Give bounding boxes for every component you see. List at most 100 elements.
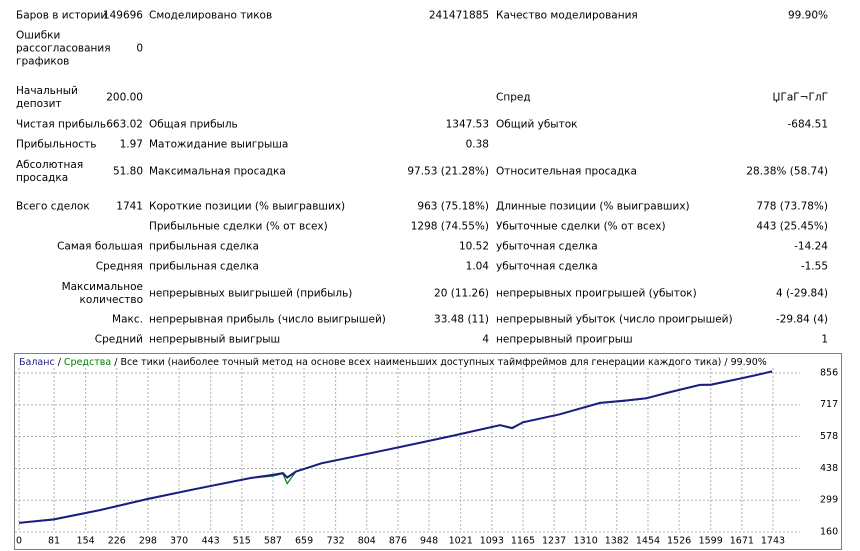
stat-value: Средняя [95,260,143,273]
stat-value: 97.53 (21.28%) [407,165,489,178]
stat-label: Чистая прибыль [16,118,107,131]
x-tick-label: 1021 [449,536,473,547]
y-tick-label: 578 [820,431,838,442]
stat-value: 663.02 [106,118,143,131]
x-tick-label: 587 [264,536,282,547]
stat-label: Качество моделирования [496,9,638,22]
x-tick-label: 1599 [699,536,723,547]
stat-value: 1 [821,333,828,346]
stat-value: 99.90% [787,9,828,22]
stat-label: Прибыльные сделки (% от всех) [149,220,328,233]
x-tick-label: 1526 [667,536,691,547]
stat-value: 0.38 [465,138,489,151]
x-tick-label: 515 [233,536,251,547]
stat-value: 20 (11.26) [434,287,489,300]
legend-entry: Баланс [19,357,55,368]
stat-label: Спред [496,91,531,104]
stat-value: 28.38% (58.74) [746,165,828,178]
stat-label: Всего сделок [16,200,90,213]
modeling-quality: 99.90% [731,357,767,368]
stat-label: Абсолютная просадка [16,159,84,184]
x-tick-label: 1165 [511,536,535,547]
stat-label: убыточная сделка [496,240,598,253]
stat-value: 241471885 [428,9,489,22]
stat-value: Максимальное количество [61,281,143,306]
stat-value: ЏГаГ¬ГлГ [772,91,828,104]
stat-label: Общая прибыль [149,118,238,131]
x-tick-label: 659 [295,536,313,547]
chart-header: Баланс / Средства / Все тики (наиболее т… [19,357,767,368]
y-tick-label: 160 [820,527,838,538]
stat-value: 149696 [102,9,143,22]
stat-label: Матожидание выигрыша [149,138,289,151]
stat-label: прибыльная сделка [149,260,259,273]
stat-value: -684.51 [787,118,828,131]
stat-value: Самая большая [57,240,143,253]
x-tick-label: 1454 [636,536,660,547]
stat-value: 51.80 [112,165,143,178]
stat-label: Баров в истории [16,9,108,22]
stat-label: Ошибки рассогласования графиков [16,29,111,68]
x-tick-label: 1743 [761,536,785,547]
stat-label: убыточная сделка [496,260,598,273]
stat-value: 33.48 (11) [434,313,489,326]
stat-label: Смоделировано тиков [149,9,273,22]
x-tick-label: 804 [358,536,376,547]
x-tick-label: 0 [16,536,22,547]
stat-value: 1.97 [119,138,143,151]
stat-value: 1741 [116,200,143,213]
stat-label: непрерывный проигрыш [496,333,633,346]
stat-label: непрерывный выигрыш [149,333,281,346]
stat-value: 10.52 [458,240,489,253]
stat-label: прибыльная сделка [149,240,259,253]
x-tick-label: 298 [139,536,157,547]
x-tick-label: 154 [77,536,95,547]
x-tick-label: 226 [108,536,126,547]
stat-value: 200.00 [106,91,143,104]
stat-label: Начальный депозит [16,85,78,110]
stat-label: Длинные позиции (% выигравших) [496,200,690,213]
stat-value: 0 [136,42,143,55]
x-tick-label: 1671 [730,536,754,547]
x-tick-label: 443 [202,536,220,547]
stat-value: 1347.53 [445,118,489,131]
separator: / [111,357,120,368]
separator: / [721,357,730,368]
legend-entry: Средства [64,357,111,368]
stat-label: непрерывная прибыль (число выигрышей) [149,313,386,326]
stat-value: 1.04 [465,260,489,273]
stat-label: Максимальная просадка [149,165,286,178]
stat-value: 443 (25.45%) [756,220,828,233]
stat-label: Относительная просадка [496,165,637,178]
stat-value: 4 [482,333,489,346]
stat-label: непрерывных проигрышей (убыток) [496,287,697,300]
x-tick-label: 370 [170,536,188,547]
y-tick-label: 717 [820,399,838,410]
stat-label: Общий убыток [496,118,578,131]
y-tick-label: 299 [820,495,838,506]
y-tick-label: 438 [820,463,838,474]
stat-value: -29.84 (4) [775,313,828,326]
stat-value: 778 (73.78%) [756,200,828,213]
chart-frame [14,353,842,550]
stat-label: непрерывных выигрышей (прибыль) [149,287,353,300]
series-line [18,370,773,524]
chart-title: Все тики (наиболее точный метод на основ… [120,357,721,368]
stat-label: Прибыльность [16,138,97,151]
report-table: Баров в истории 149696 Смоделировано тиков… [16,9,828,346]
x-tick-label: 1237 [542,536,566,547]
stat-value: Средний [94,333,143,346]
x-tick-label: 876 [389,536,407,547]
y-tick-label: 856 [820,367,838,378]
stat-label: Убыточные сделки (% от всех) [496,220,666,233]
stat-value: 1298 (74.55%) [410,220,489,233]
stat-value: Макс. [112,313,143,326]
stat-value: -14.24 [794,240,828,253]
x-tick-label: 1382 [605,536,629,547]
stat-label: Короткие позиции (% выигравших) [149,200,346,213]
x-tick-label: 948 [420,536,438,547]
x-tick-label: 1093 [480,536,504,547]
x-tick-label: 1310 [574,536,598,547]
